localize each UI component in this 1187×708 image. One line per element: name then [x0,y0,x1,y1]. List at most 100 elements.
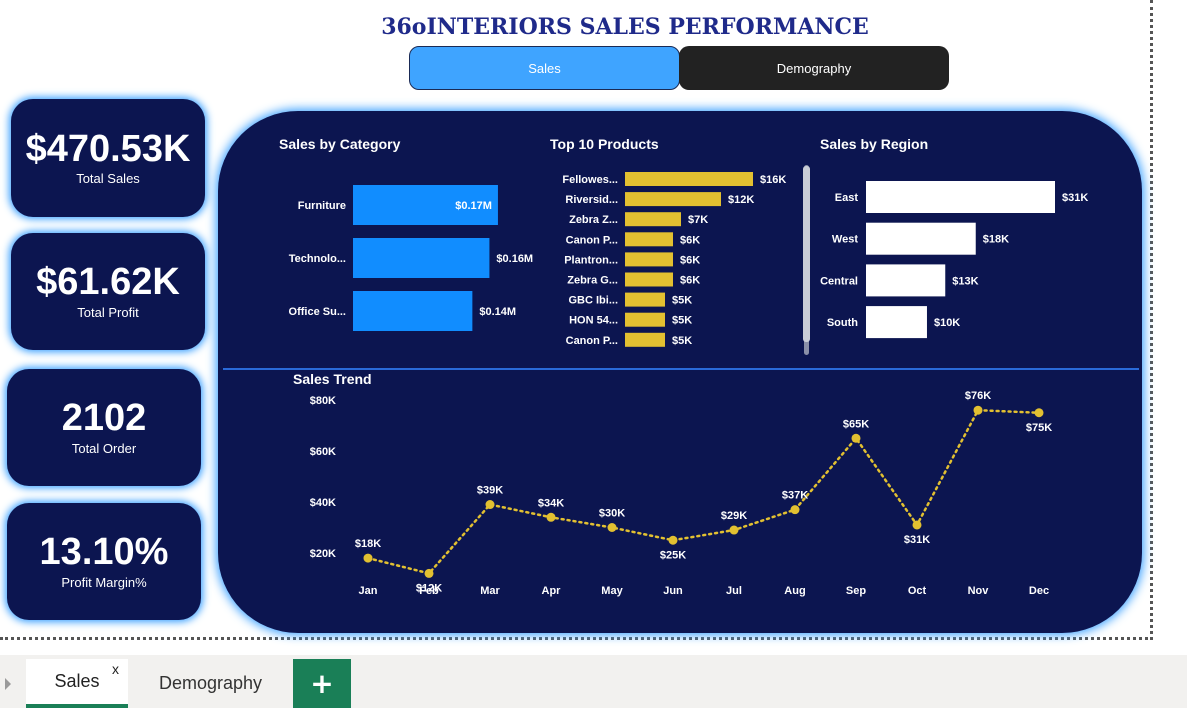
product-bar [625,272,673,287]
top-products-scroll-thumb[interactable] [803,166,810,342]
category-bar [353,291,473,331]
kpi-label: Total Order [71,440,137,456]
product-category-label: Zebra G... [567,275,618,287]
region-bar [866,264,946,297]
canvas-border-right [1150,0,1153,640]
sales-nav-button[interactable]: Sales [409,46,680,90]
region-data-label: $31K [1062,192,1088,204]
kpi-card-total-profit: $61.62K Total Profit [11,233,205,350]
region-category-label: Central [820,275,858,287]
product-data-label: $5K [672,295,692,307]
trend-x-tick: Oct [908,585,927,597]
trend-data-label: $37K [782,490,808,502]
category-data-label: $0.16M [496,253,533,265]
trend-y-tick: $20K [310,548,336,560]
product-category-label: HON 54... [569,315,618,327]
trend-data-label: $39K [477,485,503,497]
trend-data-label: $12K [416,582,442,594]
kpi-value: 2102 [61,397,147,440]
canvas-border-bottom [0,637,1153,640]
trend-y-tick: $40K [310,497,336,509]
trend-point [485,500,495,510]
trend-x-tick: Sep [846,585,866,597]
tab-demography[interactable]: Demography [158,673,263,693]
trend-data-label: $65K [843,418,869,430]
product-bar [625,252,673,267]
product-category-label: Fellowes... [562,174,618,186]
product-data-label: $5K [672,335,692,347]
product-bar [625,172,753,186]
kpi-value: $61.62K [36,261,180,304]
product-bar [625,332,665,347]
trend-y-tick: $80K [310,395,336,407]
trend-x-tick: May [601,585,623,597]
trend-data-label: $18K [355,538,381,550]
tab-scroll-left-icon[interactable] [5,678,11,690]
product-category-label: Canon P... [566,335,618,347]
product-data-label: $5K [672,315,692,327]
product-category-label: Zebra Z... [569,214,618,226]
trend-x-tick: Mar [480,585,500,597]
kpi-label: Profit Margin% [61,574,147,590]
trend-point [851,433,861,443]
region-bar [866,306,927,339]
product-bar [625,312,665,327]
sales-trend-title: Sales Trend [293,371,372,387]
product-category-label: Riversid... [565,194,618,206]
product-bar [625,192,721,207]
trend-point [790,505,800,515]
trend-x-tick: Nov [968,585,990,597]
trend-data-label: $29K [721,510,747,522]
trend-point [424,568,434,578]
region-data-label: $18K [983,234,1009,246]
region-bar [866,181,1055,213]
product-data-label: $12K [728,194,754,206]
product-data-label: $6K [680,275,700,287]
tab-bar [0,655,1187,708]
product-category-label: Plantron... [564,254,618,266]
panel-divider [223,368,1139,370]
region-category-label: East [835,192,859,204]
trend-data-label: $76K [965,390,991,402]
category-bar [353,185,498,225]
region-category-label: South [827,317,858,329]
trend-data-label: $34K [538,497,564,509]
close-tab-icon[interactable]: x [112,661,119,677]
trend-data-label: $75K [1026,422,1052,434]
kpi-card-total-sales: $470.53K Total Sales [11,99,205,217]
trend-x-tick: Jun [663,585,683,597]
product-data-label: $16K [760,174,786,186]
category-category-label: Furniture [298,200,346,212]
product-category-label: Canon P... [566,234,618,246]
product-bar [625,292,665,307]
top-products-title: Top 10 Products [550,136,659,152]
trend-data-label: $25K [660,549,686,561]
report-title: 36oINTERIORS SALES PERFORMANCE [381,14,869,40]
kpi-label: Total Sales [76,171,140,187]
trend-x-tick: Dec [1029,585,1049,597]
product-data-label: $6K [680,234,700,246]
add-page-button[interactable]: + [293,659,351,708]
product-bar [625,232,673,247]
category-bar [353,238,490,278]
trend-line [366,408,1041,575]
product-data-label: $7K [688,214,708,226]
trend-point [668,535,678,545]
trend-point [912,520,922,530]
trend-point [973,405,983,415]
trend-data-label: $30K [599,508,625,520]
product-category-label: GBC Ibi... [569,295,619,307]
region-category-label: West [832,234,858,246]
category-data-label: $0.14M [479,306,516,318]
tab-sales[interactable]: Sales [26,659,128,708]
demography-nav-button[interactable]: Demography [679,46,949,90]
sales-by-region-title: Sales by Region [820,136,929,152]
kpi-value: 13.10% [39,531,169,574]
trend-point [729,525,739,535]
trend-point [546,512,556,522]
kpi-label: Total Profit [77,304,139,320]
trend-x-tick: Jan [359,585,378,597]
trend-data-label: $31K [904,534,930,546]
trend-point [1034,408,1044,418]
category-category-label: Office Su... [289,306,346,318]
